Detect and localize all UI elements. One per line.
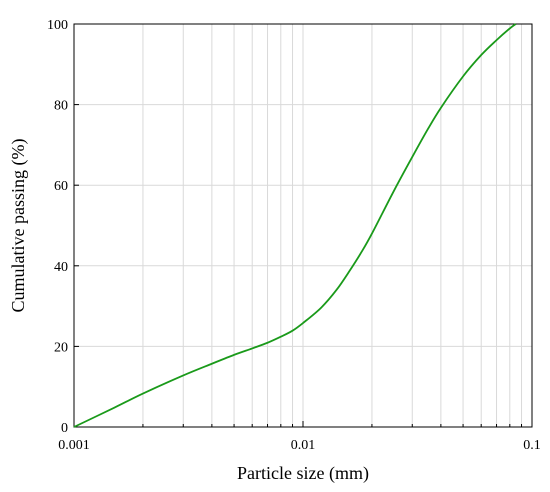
y-axis-title: Cumulative passing (%): [8, 139, 29, 313]
y-tick-label: 60: [54, 179, 68, 194]
grid: [74, 24, 532, 427]
series-group: [73, 23, 517, 428]
y-tick-label: 0: [61, 421, 68, 436]
x-tick-label: 0.1: [523, 438, 541, 453]
y-tick-label: 80: [54, 99, 68, 114]
y-tick-label: 40: [54, 260, 68, 275]
x-tick-label: 0.01: [291, 438, 316, 453]
x-axis-title: Particle size (mm): [237, 463, 369, 484]
y-tick-label: 20: [54, 340, 68, 355]
y-tick-label: 100: [47, 18, 68, 33]
tick-labels: 0.001 0.01 0.1 0 20 40 60 80 100: [47, 18, 541, 453]
series-line: [73, 23, 517, 428]
plot-frame: [73, 23, 533, 428]
ticks: [74, 23, 523, 428]
x-tick-label: 0.001: [58, 438, 90, 453]
